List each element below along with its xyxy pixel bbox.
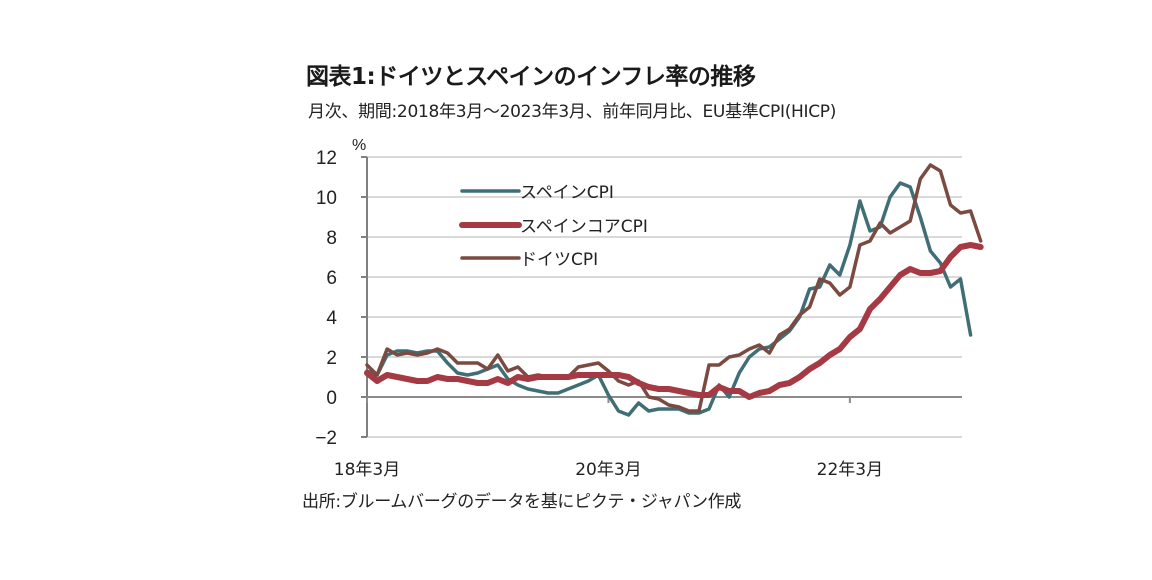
y-tick-label: 10 <box>316 188 337 209</box>
series-line-2 <box>365 163 983 413</box>
y-tick-label: 6 <box>326 268 337 289</box>
y-tick-label: 0 <box>326 388 337 409</box>
legend-label: スペインCPI <box>520 183 614 203</box>
y-tick-labels: −2 0 2 4 6 8 10 12 <box>315 148 337 449</box>
x-tick-labels: 18年3月 20年3月 22年3月 <box>334 460 883 480</box>
series-lines <box>364 163 984 417</box>
series-line-0 <box>365 181 973 417</box>
series-line-1 <box>364 242 984 400</box>
y-tick-label: −2 <box>315 428 337 449</box>
x-tick-label: 20年3月 <box>575 460 641 480</box>
y-tick-label: 2 <box>326 348 337 369</box>
source-note: 出所:ブルームバーグのデータを基にピクテ・ジャパン作成 <box>302 492 742 512</box>
y-tick-label: 4 <box>326 308 337 329</box>
chart-subtitle: 月次、期間:2018年3月～2023年3月、前年同月比、EU基準CPI(HICP… <box>308 102 837 122</box>
chart-title: 図表1:ドイツとスペインのインフレ率の推移 <box>306 64 756 90</box>
legend: スペインCPI スペインコアCPI ドイツCPI <box>459 183 648 270</box>
y-tick-label: 8 <box>326 228 337 249</box>
x-tick-label: 18年3月 <box>334 460 400 480</box>
legend-label: スペインコアCPI <box>520 217 648 237</box>
gridlines <box>367 156 962 438</box>
y-tick-label: 12 <box>316 148 337 169</box>
legend-label: ドイツCPI <box>520 250 598 270</box>
axes <box>361 156 962 438</box>
y-unit-label: % <box>352 137 366 154</box>
x-tick-label: 22年3月 <box>817 460 883 480</box>
